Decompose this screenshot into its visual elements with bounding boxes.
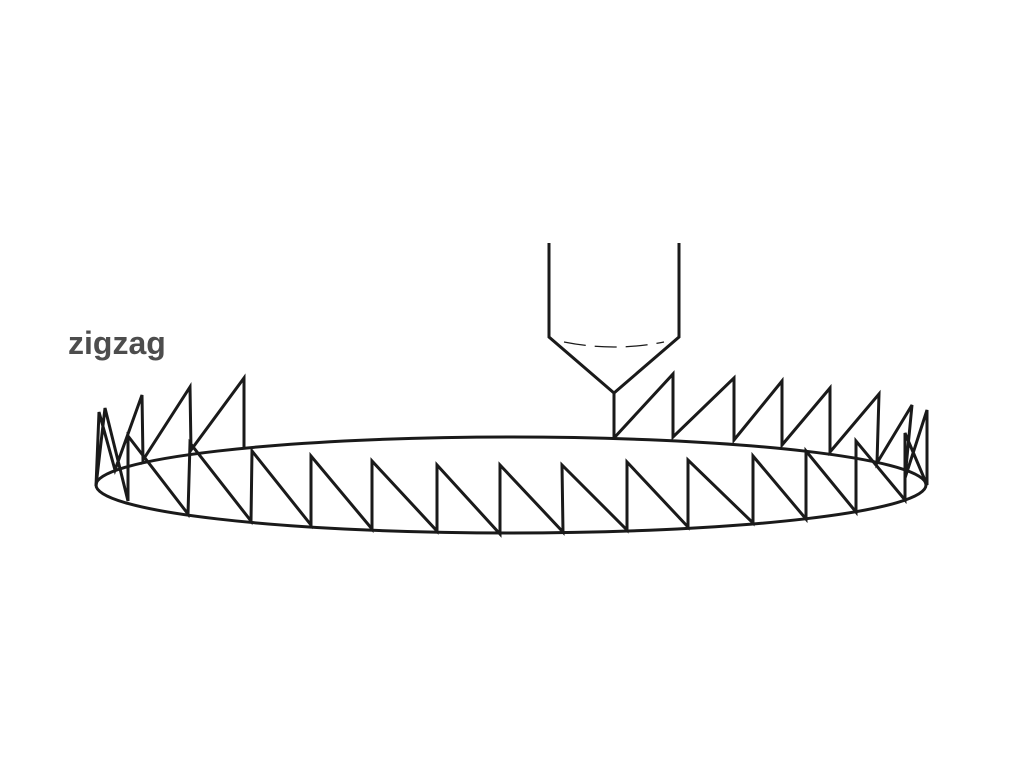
tool-hidden-edge [563, 341, 665, 348]
cutter-tool [547, 243, 681, 438]
zigzag-path [94, 370, 929, 538]
tool-body [547, 243, 681, 395]
base-ellipse [94, 435, 928, 535]
zigzag-label: zigzag [68, 325, 166, 361]
